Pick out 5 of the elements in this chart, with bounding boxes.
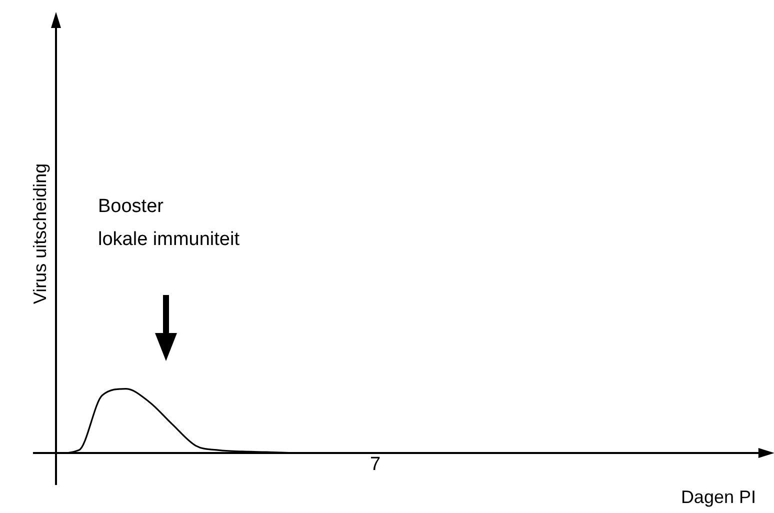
- text: lokale immuniteit: [98, 229, 240, 251]
- text: 7: [370, 454, 381, 476]
- x-axis-title: Dagen PI: [680, 487, 756, 508]
- y-axis-title: Virus uitscheiding: [30, 163, 50, 304]
- text: Booster: [98, 196, 164, 218]
